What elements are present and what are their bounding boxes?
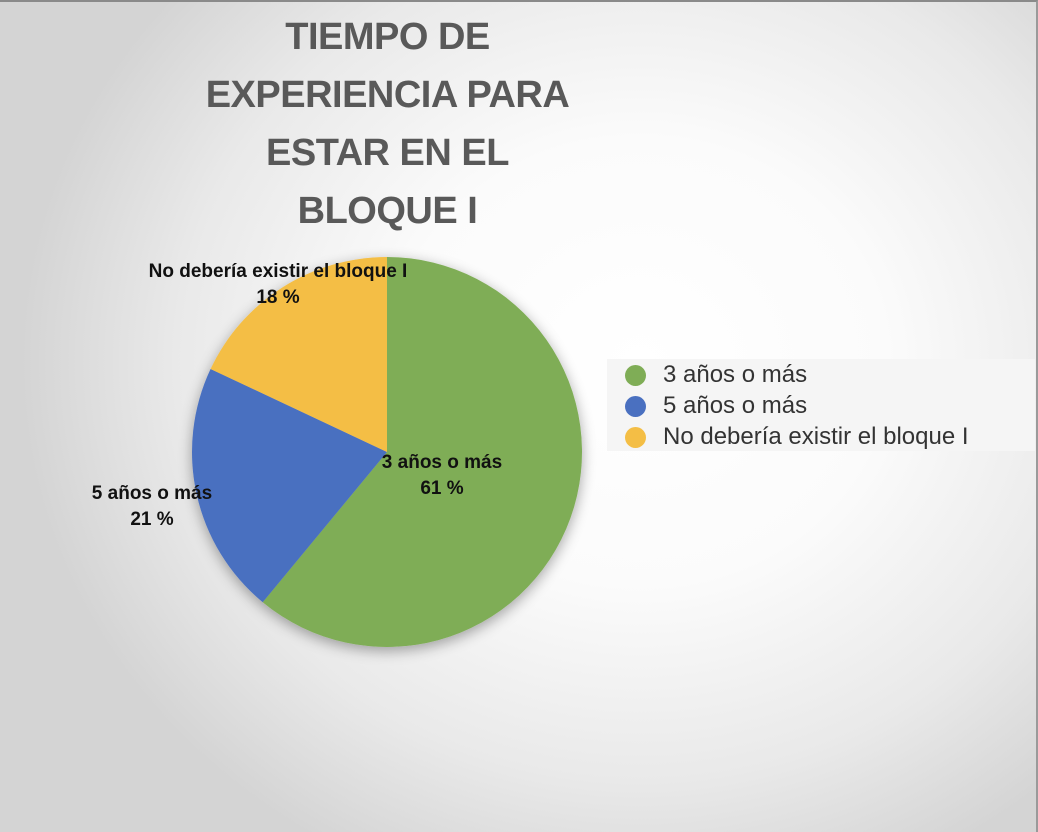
- data-label-category-5-anos: 5 años o más: [92, 483, 212, 504]
- data-label-5-anos: 5 años o más 21 %: [92, 483, 212, 530]
- data-label-no-deberia: No debería existir el bloque I 18 %: [149, 261, 408, 308]
- data-label-value-5-anos: 21 %: [130, 509, 173, 530]
- chart-title-line-4: BLOQUE I: [297, 190, 478, 232]
- legend-item-5-anos: 5 años o más: [625, 390, 807, 422]
- data-label-3-anos: 3 años o más 61 %: [382, 452, 502, 499]
- chart-title: TIEMPO DE EXPERIENCIA PARA ESTAR EN EL B…: [150, 8, 625, 240]
- pie-slice-5-anos: [192, 368, 387, 603]
- legend-label-5-anos: 5 años o más: [663, 392, 808, 419]
- chart-title-line-1: TIEMPO DE: [285, 16, 490, 58]
- legend-label-3-anos: 3 años o más: [663, 361, 808, 388]
- legend-item-no-deberia: No debería existir el bloque I: [625, 421, 969, 453]
- data-label-category-3-anos: 3 años o más: [382, 452, 502, 473]
- legend-swatch-5-anos: [625, 395, 646, 417]
- legend-swatch-3-anos: [625, 364, 646, 386]
- chart-title-line-2: EXPERIENCIA PARA: [205, 74, 570, 116]
- legend-item-3-anos: 3 años o más: [625, 359, 807, 391]
- legend-label-no-deberia: No debería existir el bloque I: [663, 423, 969, 450]
- data-label-category-no-deberia: No debería existir el bloque I: [149, 261, 408, 282]
- chart-title-line-3: ESTAR EN EL: [266, 132, 509, 174]
- legend-swatch-no-deberia: [625, 426, 646, 448]
- pie-slice-3-anos: [262, 257, 582, 647]
- data-label-value-3-anos: 61 %: [420, 478, 463, 499]
- pie-slice-no-deberia: [210, 257, 387, 452]
- chart-legend: 3 años o más 5 años o más No debería exi…: [607, 359, 1035, 451]
- data-label-value-no-deberia: 18 %: [256, 287, 299, 308]
